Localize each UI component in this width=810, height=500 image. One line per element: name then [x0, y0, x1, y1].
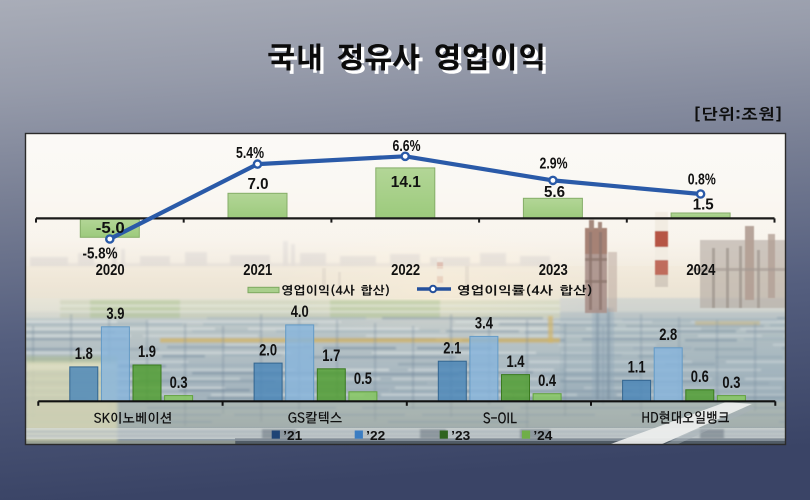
- svg-text:2020: 2020: [96, 262, 125, 279]
- svg-text:7.0: 7.0: [248, 176, 269, 193]
- svg-text:3.4: 3.4: [475, 315, 494, 333]
- svg-text:0.3: 0.3: [722, 374, 740, 392]
- svg-text:3.9: 3.9: [106, 305, 124, 323]
- svg-text:5.6: 5.6: [544, 184, 565, 201]
- svg-text:2021: 2021: [243, 262, 272, 279]
- svg-text:4.0: 4.0: [291, 303, 309, 321]
- svg-text:0.4: 0.4: [538, 372, 557, 390]
- svg-text:0.3: 0.3: [170, 374, 188, 392]
- svg-text:2023: 2023: [539, 262, 568, 279]
- svg-text:2.0: 2.0: [259, 341, 277, 359]
- svg-text:0.8%: 0.8%: [688, 172, 716, 189]
- svg-text:6.6%: 6.6%: [393, 138, 421, 155]
- svg-text:1.7: 1.7: [322, 347, 340, 365]
- svg-text:2.9%: 2.9%: [540, 155, 568, 172]
- svg-text:2.8: 2.8: [659, 326, 677, 344]
- svg-text:’21: ’21: [283, 428, 302, 443]
- svg-text:14.1: 14.1: [391, 174, 421, 191]
- svg-text:2.1: 2.1: [443, 339, 461, 357]
- svg-text:2022: 2022: [391, 262, 420, 279]
- svg-text:’23: ’23: [451, 428, 470, 443]
- svg-text:0.6: 0.6: [691, 368, 709, 386]
- svg-text:1.9: 1.9: [138, 343, 156, 361]
- svg-text:1.8: 1.8: [75, 345, 93, 363]
- svg-text:-5.0: -5.0: [96, 220, 125, 237]
- svg-text:2024: 2024: [686, 262, 715, 279]
- svg-text:’22: ’22: [366, 428, 385, 443]
- svg-text:1.4: 1.4: [507, 353, 526, 371]
- svg-text:’24: ’24: [533, 428, 553, 443]
- svg-text:0.5: 0.5: [354, 370, 372, 388]
- svg-text:1.5: 1.5: [693, 197, 714, 214]
- svg-text:1.1: 1.1: [628, 359, 646, 377]
- svg-text:5.4%: 5.4%: [236, 145, 264, 162]
- svg-text:-5.8%: -5.8%: [83, 246, 118, 263]
